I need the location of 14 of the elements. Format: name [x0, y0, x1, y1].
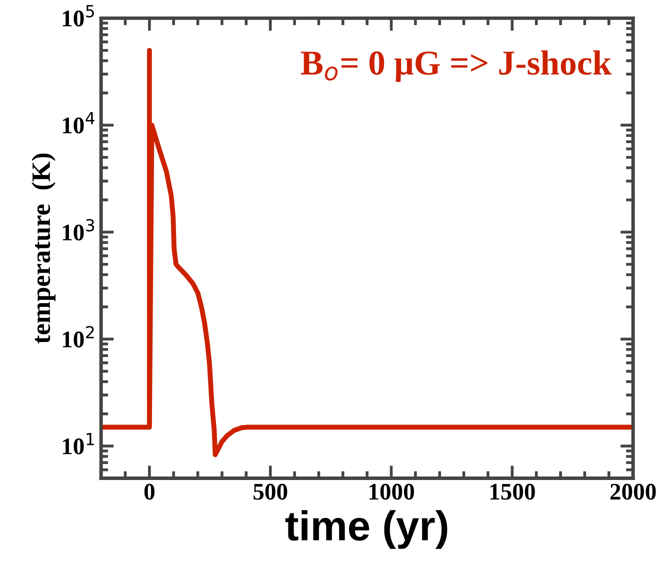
y-tick-label: 10$^{5}$: [62, 5, 94, 26]
x-tick-label: 1000: [370, 484, 414, 500]
y-tick-label: 10$^{4}$: [62, 112, 94, 134]
annotation: B$_{o}$= 0 μG => J-shock: [300, 50, 612, 82]
x-tick-label: 0: [144, 484, 154, 500]
y-tick-label: 10$^{1}$: [62, 433, 94, 454]
line-series: [101, 48, 634, 458]
x-tick-label: 500: [254, 484, 288, 500]
x-tick-label: 2000: [610, 484, 656, 500]
y-tick-label: 10$^{2}$: [62, 326, 94, 348]
x-axis-title: time (yr): [285, 510, 448, 549]
y-axis-title: temperature (K): [32, 154, 56, 344]
y-tick-label: 10$^{3}$: [62, 218, 94, 241]
x-tick-label: 1500: [490, 484, 535, 500]
